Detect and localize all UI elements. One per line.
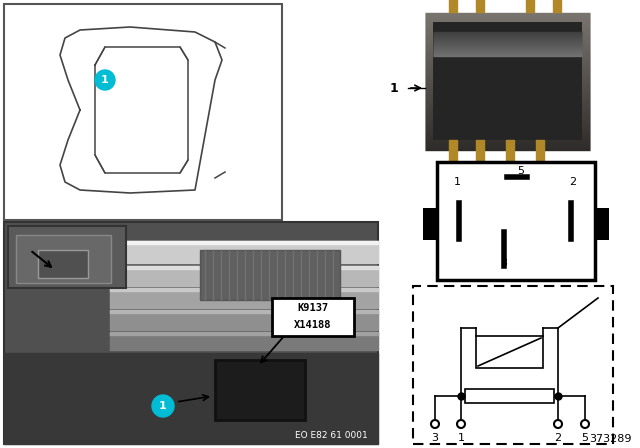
Bar	[272, 298, 354, 336]
Circle shape	[95, 70, 115, 90]
Text: 5: 5	[582, 433, 589, 443]
Bar	[423, 208, 437, 240]
Bar	[465, 389, 554, 403]
Bar	[4, 222, 378, 444]
Text: 5: 5	[518, 166, 525, 176]
Bar	[4, 4, 282, 220]
Bar	[200, 250, 340, 300]
Bar	[433, 22, 582, 140]
Bar	[595, 208, 609, 240]
Bar	[413, 286, 613, 444]
Text: 1: 1	[101, 75, 109, 85]
Text: K9137: K9137	[298, 303, 328, 313]
Text: 3: 3	[431, 433, 438, 443]
Bar	[8, 226, 126, 288]
Bar	[437, 162, 595, 280]
Text: 1: 1	[458, 433, 465, 443]
Text: 1: 1	[389, 82, 398, 95]
Circle shape	[457, 420, 465, 428]
Bar	[16, 235, 111, 283]
Bar	[38, 250, 88, 278]
Text: 2: 2	[570, 177, 577, 187]
Circle shape	[431, 420, 439, 428]
Circle shape	[581, 420, 589, 428]
Text: 373289: 373289	[589, 434, 632, 444]
Text: EO E82 61 0001: EO E82 61 0001	[295, 431, 368, 440]
Bar	[215, 360, 305, 420]
Text: 3: 3	[500, 258, 508, 268]
Circle shape	[152, 395, 174, 417]
Text: 2: 2	[554, 433, 561, 443]
Bar	[476, 336, 543, 368]
Text: 1: 1	[159, 401, 167, 411]
Text: 1: 1	[454, 177, 461, 187]
Text: X14188: X14188	[294, 320, 332, 330]
Circle shape	[554, 420, 562, 428]
